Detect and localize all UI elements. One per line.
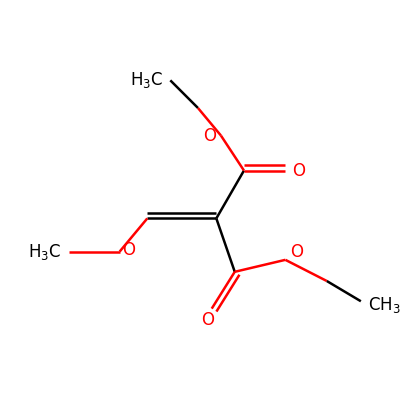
Text: O: O (292, 162, 305, 180)
Text: H$_3$C: H$_3$C (130, 70, 163, 90)
Text: O: O (122, 241, 135, 259)
Text: H$_3$C: H$_3$C (28, 242, 62, 262)
Text: O: O (203, 126, 216, 144)
Text: CH$_3$: CH$_3$ (368, 295, 400, 315)
Text: O: O (201, 311, 214, 329)
Text: O: O (290, 244, 303, 262)
